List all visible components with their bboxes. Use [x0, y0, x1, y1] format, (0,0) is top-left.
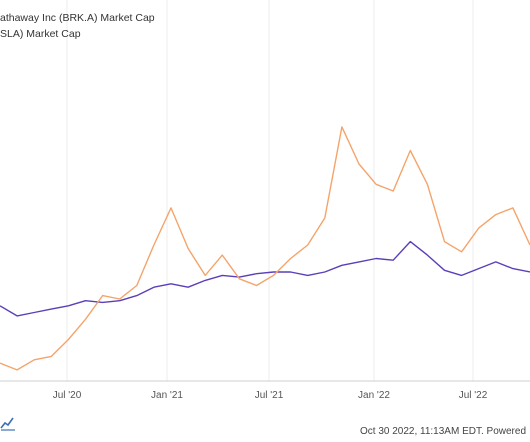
x-tick-label: Jul '20 — [53, 390, 82, 401]
x-tick-label: Jan '21 — [151, 390, 183, 401]
legend-label-brk: athaway Inc (BRK.A) Market Cap — [0, 12, 155, 24]
legend-label-tsla: SLA) Market Cap — [0, 28, 81, 40]
vertical-gridlines — [66, 0, 474, 381]
chart-footer: Oct 30 2022, 11:13AM EDT. Powered — [359, 426, 526, 437]
x-tick-label: Jan '22 — [358, 390, 390, 401]
x-tick-labels: Jul '20 Jan '21 Jul '21 Jan '22 Jul '22 — [53, 390, 488, 401]
x-tick-label: Jul '21 — [255, 390, 284, 401]
series-lines — [0, 126, 530, 371]
series-line-tsla — [0, 126, 530, 371]
series-line-brk — [0, 240, 530, 317]
x-tick-label: Jul '22 — [459, 390, 488, 401]
ycharts-logo-icon — [0, 417, 15, 431]
